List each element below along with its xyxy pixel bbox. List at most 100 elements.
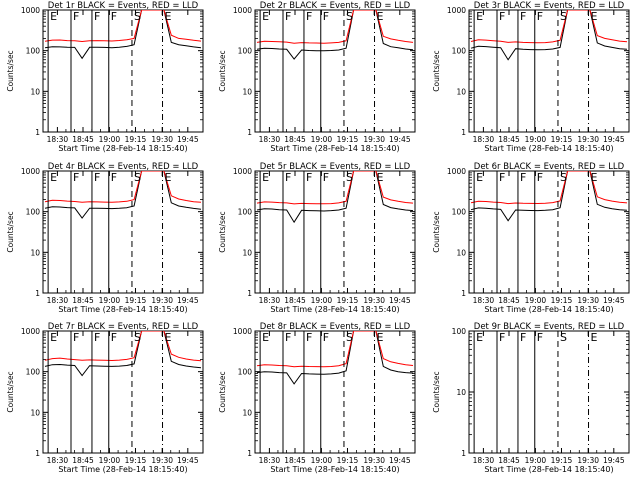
marker-label: E [377,171,384,184]
x-tick-label: 19:15 [551,135,573,144]
panel-title: Det 4r BLACK = Events, RED = LLD [48,162,199,172]
x-tick-label: 19:15 [337,135,359,144]
x-tick-label: 18:45 [498,456,520,465]
marker-label: S [134,331,141,344]
marker-label: E [262,10,269,23]
marker-label: S [560,10,567,23]
marker-label: F [73,10,79,23]
panel-title: Det 1r BLACK = Events, RED = LLD [48,1,199,11]
marker-label: F [285,10,291,23]
plot-frame [254,330,416,454]
x-tick-label: 19:45 [389,135,411,144]
marker-label: F [499,171,505,184]
x-tick-label: 19:15 [337,456,359,465]
marker-label: F [111,331,117,344]
y-tick-label: 1000 [21,327,40,336]
x-axis-label: Start Time (28-Feb-14 18:15:40) [484,465,613,474]
y-tick-label: 1 [461,289,466,298]
marker-label: F [323,331,329,344]
marker-label: S [560,331,567,344]
y-tick-label: 10 [456,87,466,96]
y-tick-label: 1 [247,449,252,458]
x-tick-label: 19:30 [363,296,385,305]
marker-label: E [165,331,172,344]
marker-label: E [262,171,269,184]
x-tick-label: 18:30 [473,456,495,465]
marker-label: F [73,331,79,344]
marker-label: S [346,171,353,184]
plot-frame [42,9,204,133]
y-tick-label: 1 [461,449,466,458]
detector-panel-5: Det 5r BLACK = Events, RED = LLD 1 10 100 10… [218,162,416,314]
x-tick-label: 18:45 [498,135,520,144]
x-tick-label: 18:30 [473,135,495,144]
x-tick-label: 18:30 [259,296,281,305]
detector-panel-7: Det 7r BLACK = Events, RED = LLD 1 10 100 10… [6,322,204,474]
x-tick-label: 19:45 [603,296,625,305]
marker-label: E [591,171,598,184]
y-tick-label: 1 [35,289,40,298]
y-tick-label: 1 [461,128,466,137]
y-tick-label: 100 [452,208,467,217]
y-axis-label: Counts/sec [218,371,227,412]
plot-frame [254,170,416,294]
marker-label: F [537,331,543,344]
y-tick-label: 1 [247,289,252,298]
marker-label: S [134,10,141,23]
x-tick-label: 19:15 [125,135,147,144]
x-tick-label: 19:30 [151,135,173,144]
y-tick-label: 10 [242,248,252,257]
y-tick-label: 1 [35,449,40,458]
y-tick-label: 100 [26,47,41,56]
x-tick-label: 19:15 [125,296,147,305]
detector-panel-1: Det 1r BLACK = Events, RED = LLD 1 10 100 10… [6,1,204,153]
x-tick-label: 19:30 [577,296,599,305]
x-tick-label: 19:15 [337,296,359,305]
x-tick-label: 18:45 [72,135,94,144]
x-tick-label: 19:30 [577,135,599,144]
y-tick-label: 10 [456,248,466,257]
y-tick-label: 10 [242,87,252,96]
y-tick-label: 10 [242,408,252,417]
plot-frame [468,9,630,133]
x-tick-label: 19:15 [551,456,573,465]
x-tick-label: 18:45 [284,296,306,305]
x-tick-label: 19:00 [311,135,333,144]
panel-title: Det 5r BLACK = Events, RED = LLD [260,162,411,172]
marker-label: F [499,331,505,344]
y-axis-label: Counts/sec [432,371,441,412]
x-tick-label: 19:00 [311,296,333,305]
x-tick-label: 19:45 [603,456,625,465]
plot-frame [42,170,204,294]
marker-label: E [377,331,384,344]
marker-label: S [134,171,141,184]
x-tick-label: 19:45 [177,456,199,465]
plot-frame [254,9,416,133]
y-axis-label: Counts/sec [432,50,441,91]
y-axis-label: Counts/sec [432,211,441,252]
panel-title: Det 6r BLACK = Events, RED = LLD [474,162,625,172]
x-tick-label: 19:00 [525,135,547,144]
x-axis-label: Start Time (28-Feb-14 18:15:40) [270,465,399,474]
marker-label: F [285,331,291,344]
y-tick-label: 1000 [447,167,466,176]
marker-label: F [537,171,543,184]
x-tick-label: 19:00 [99,296,121,305]
x-tick-label: 19:15 [551,296,573,305]
marker-label: E [476,10,483,23]
x-tick-label: 18:30 [259,456,281,465]
marker-label: S [346,10,353,23]
y-tick-label: 10 [30,87,40,96]
x-axis-label: Start Time (28-Feb-14 18:15:40) [270,305,399,314]
y-tick-label: 100 [238,208,253,217]
detector-panel-8: Det 8r BLACK = Events, RED = LLD 1 10 100 10… [218,322,416,474]
y-tick-label: 100 [26,368,41,377]
marker-label: F [306,171,312,184]
y-tick-label: 1000 [447,6,466,15]
x-axis-label: Start Time (28-Feb-14 18:15:40) [484,305,613,314]
x-tick-label: 19:00 [525,296,547,305]
marker-label: F [323,10,329,23]
y-tick-label: 1 [247,128,252,137]
